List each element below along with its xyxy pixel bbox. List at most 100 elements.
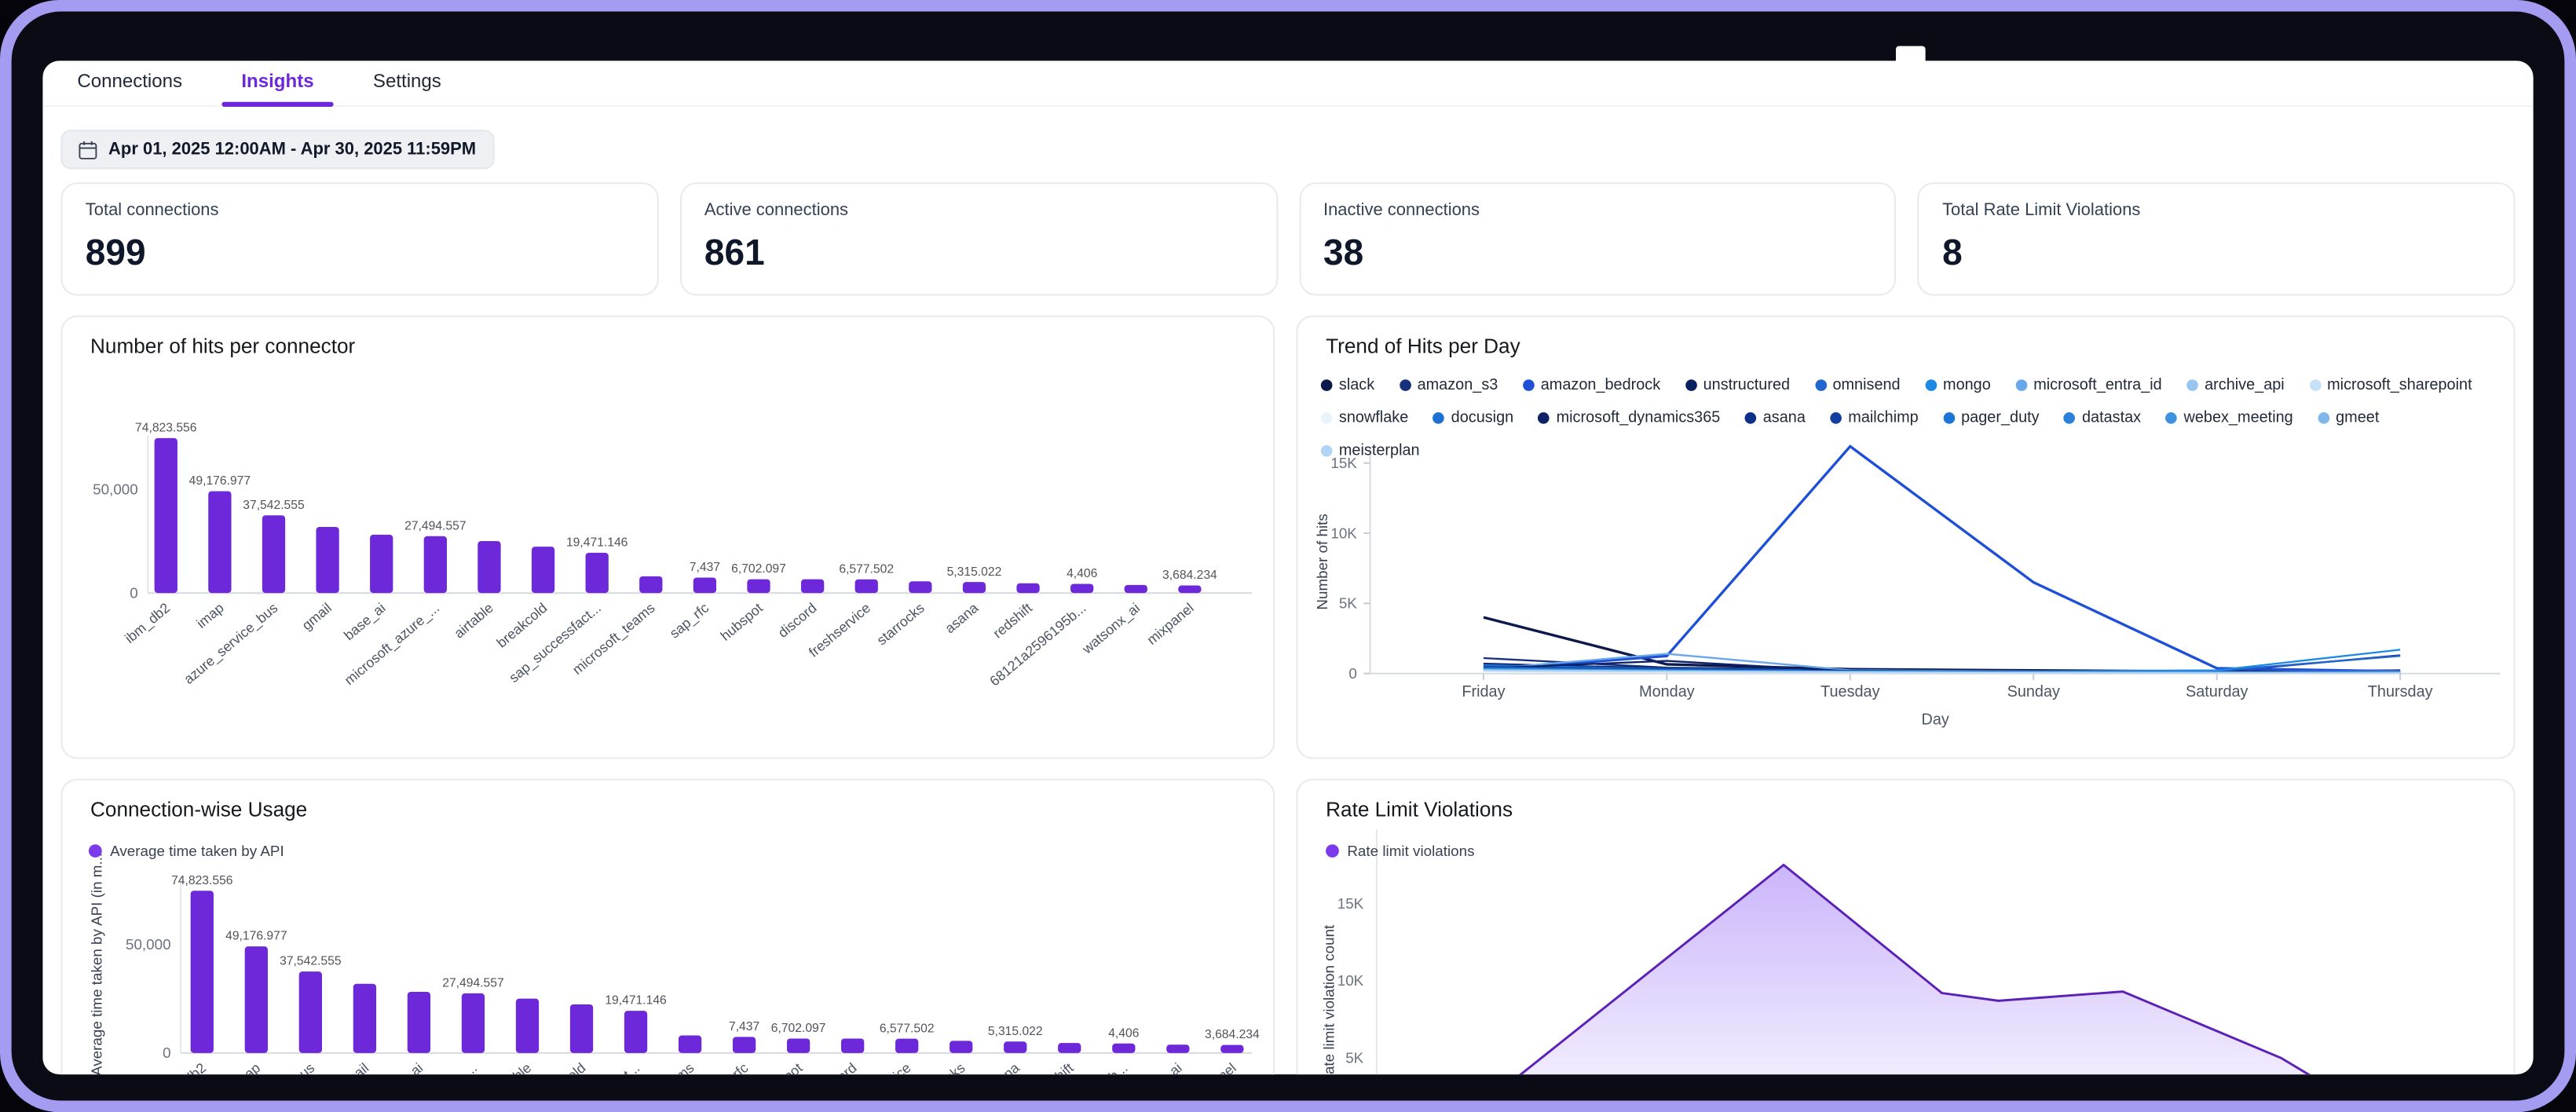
legend-dot (1320, 412, 1333, 424)
svg-text:6,577.502: 6,577.502 (839, 562, 894, 576)
svg-text:3,684.234: 3,684.234 (1205, 1028, 1260, 1041)
svg-text:15K: 15K (1337, 895, 1364, 912)
svg-text:10K: 10K (1337, 972, 1364, 989)
svg-text:ssfact...: ssfact... (596, 1060, 643, 1075)
hits-per-connector-bar-chart[interactable]: 0 50,000 74,823.556 ibm_db2 49,176.977 imap 37… (62, 317, 1273, 758)
stat-card-total-connections: Total connections 899 (60, 182, 659, 296)
svg-text:7,437: 7,437 (729, 1020, 759, 1033)
svg-text:redshift: redshift (1031, 1059, 1077, 1074)
legend-item-docusign[interactable]: docusign (1433, 409, 1513, 427)
legend-item-microsoft_dynamics365[interactable]: microsoft_dynamics365 (1538, 409, 1720, 427)
svg-text:Sunday: Sunday (2007, 683, 2060, 700)
svg-text:50,000: 50,000 (126, 936, 171, 953)
svg-text:0: 0 (1348, 665, 1356, 682)
legend-item-omnisend[interactable]: omnisend (1814, 376, 1901, 394)
panel-connection-wise-usage: Connection-wise Usage Average time taken… (60, 778, 1275, 1075)
trend-hits-per-day-line-chart[interactable]: 0 5K 10K 15K Friday Monday Tuesday Sunday Saturd… (1298, 317, 2514, 758)
svg-text:4,406: 4,406 (1067, 567, 1098, 580)
svg-text:10K: 10K (1330, 525, 1357, 541)
legend-item-microsoft_sharepoint[interactable]: microsoft_sharepoint (2309, 376, 2472, 394)
svg-text:4,406: 4,406 (1108, 1026, 1140, 1040)
svg-text:breakcold: breakcold (532, 1060, 588, 1075)
svg-text:5,315.022: 5,315.022 (947, 565, 1002, 579)
legend-item-mongo[interactable]: mongo (1925, 376, 1991, 394)
legend-item-meisterplan[interactable]: meisterplan (1320, 442, 1420, 460)
stat-cards-row: Total connections 899 Active connections… (60, 182, 2516, 296)
legend-dot (1685, 379, 1697, 391)
svg-text:starrocks: starrocks (874, 600, 928, 649)
date-bar: Apr 01, 2025 12:00AM - Apr 30, 2025 11:5… (60, 130, 2533, 170)
svg-text:sap_rfc: sap_rfc (706, 1059, 752, 1074)
svg-text:watsonx_ai: watsonx_ai (1078, 600, 1143, 658)
rate-limit-violations-area-chart[interactable]: 5K 10K 15K rate limit violation count (1298, 781, 2514, 1075)
legend-item-gmeet[interactable]: gmeet (2318, 409, 2379, 427)
tab-connections[interactable]: Connections (77, 72, 183, 93)
legend-item-asana[interactable]: asana (1744, 409, 1806, 427)
panel-title: Rate Limit Violations (1326, 798, 1513, 821)
legend-dot (1814, 379, 1827, 391)
svg-text:0: 0 (130, 584, 137, 601)
svg-text:19,471.146: 19,471.146 (605, 994, 667, 1008)
connection-wise-usage-bar-chart[interactable]: 0 50,000 74,823.556 ibm_db2 49,176.977 imap 37… (62, 781, 1273, 1074)
calendar-icon (79, 140, 97, 159)
legend-item-unstructured[interactable]: unstructured (1685, 376, 1790, 394)
svg-text:tsonx_ai: tsonx_ai (1135, 1060, 1185, 1075)
svg-text:49,176.977: 49,176.977 (189, 474, 251, 488)
legend-item-microsoft_entra_id[interactable]: microsoft_entra_id (2015, 376, 2162, 394)
legend-dot (1538, 412, 1550, 424)
usage-legend[interactable]: Average time taken by API (88, 843, 284, 860)
svg-text:27,494.557: 27,494.557 (442, 977, 503, 990)
svg-text:mixpanel: mixpanel (1143, 600, 1196, 648)
legend-item-snowflake[interactable]: snowflake (1320, 409, 1408, 427)
svg-text:hubspot: hubspot (718, 600, 766, 644)
legend-item-slack[interactable]: slack (1320, 376, 1374, 394)
svg-text:Friday: Friday (1462, 683, 1505, 700)
svg-text:Thursday: Thursday (2368, 683, 2433, 700)
legend-item-amazon_s3[interactable]: amazon_s3 (1399, 376, 1498, 394)
tab-bar: Connections Insights Settings (42, 60, 2534, 107)
charts-row-1: Number of hits per connector 0 50,000 74,8… (60, 315, 2516, 759)
svg-text:74,823.556: 74,823.556 (171, 874, 233, 887)
svg-text:Average time taken by API (in: Average time taken by API (in m... (89, 853, 105, 1074)
legend-item-mailchimp[interactable]: mailchimp (1830, 409, 1919, 427)
legend-label: Average time taken by API (110, 843, 284, 860)
svg-text:Day: Day (1922, 711, 1949, 729)
stat-label: Total Rate Limit Violations (1942, 200, 2141, 221)
svg-text:37,542.555: 37,542.555 (280, 955, 342, 968)
legend-dot (2063, 412, 2076, 424)
legend-item-amazon_bedrock[interactable]: amazon_bedrock (1522, 376, 1660, 394)
svg-text:asana: asana (942, 600, 981, 637)
svg-text:base_ai: base_ai (379, 1060, 426, 1075)
svg-text:6,702.097: 6,702.097 (731, 562, 786, 576)
svg-text:Saturday: Saturday (2186, 683, 2249, 700)
legend-item-pager_duty[interactable]: pager_duty (1943, 409, 2040, 427)
svg-text:airtable: airtable (451, 600, 496, 642)
svg-text:5K: 5K (1345, 1049, 1363, 1066)
legend-dot (2015, 379, 2027, 391)
tab-insights[interactable]: Insights (221, 72, 334, 107)
legend-dot (1925, 379, 1937, 391)
tab-settings[interactable]: Settings (372, 72, 441, 93)
stat-card-rate-limit-violations: Total Rate Limit Violations 8 (1917, 182, 2516, 296)
svg-text:Number of hits: Number of hits (1314, 514, 1330, 609)
rate-legend[interactable]: Rate limit violations (1326, 843, 1475, 859)
svg-text:azure_service_bus: azure_service_bus (181, 600, 281, 688)
legend-item-datastax[interactable]: datastax (2063, 409, 2141, 427)
svg-text:imap: imap (230, 1059, 263, 1074)
svg-text:ft_teams: ft_teams (646, 1059, 697, 1074)
stat-label: Inactive connections (1323, 200, 1480, 221)
date-range-picker[interactable]: Apr 01, 2025 12:00AM - Apr 30, 2025 11:5… (60, 130, 495, 170)
stat-label: Active connections (704, 200, 849, 221)
legend-item-archive_api[interactable]: archive_api (2186, 376, 2285, 394)
svg-text:discord: discord (815, 1060, 860, 1075)
svg-text:5,315.022: 5,315.022 (988, 1025, 1043, 1038)
svg-text:Tuesday: Tuesday (1820, 683, 1880, 700)
legend-item-webex_meeting[interactable]: webex_meeting (2165, 409, 2293, 427)
svg-text:starrocks: starrocks (915, 1059, 968, 1074)
svg-text:37,542.555: 37,542.555 (243, 499, 305, 512)
svg-text:Monday: Monday (1639, 683, 1695, 700)
panel-title: Connection-wise Usage (90, 798, 308, 821)
stat-card-inactive-connections: Inactive connections 38 (1298, 182, 1897, 296)
trend-legend: slack amazon_s3 amazon_bedrock unstructured… (1320, 376, 2501, 460)
